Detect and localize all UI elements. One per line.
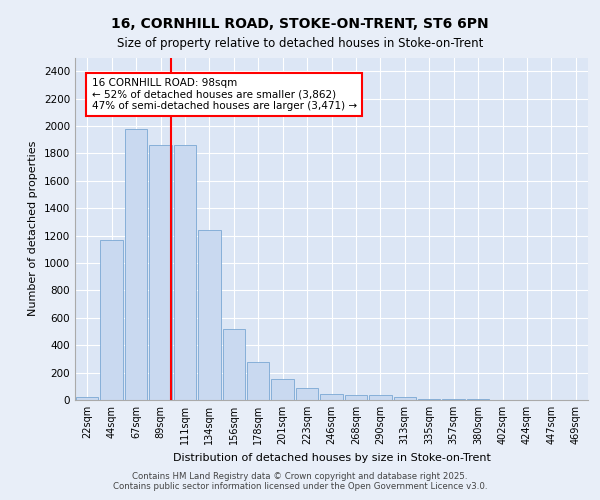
X-axis label: Distribution of detached houses by size in Stoke-on-Trent: Distribution of detached houses by size … xyxy=(173,452,490,462)
Bar xyxy=(173,145,196,400)
Bar xyxy=(247,362,269,400)
Bar xyxy=(125,128,148,400)
Bar xyxy=(149,145,172,400)
Bar xyxy=(418,399,440,400)
Text: Contains public sector information licensed under the Open Government Licence v3: Contains public sector information licen… xyxy=(113,482,487,491)
Y-axis label: Number of detached properties: Number of detached properties xyxy=(28,141,38,316)
Bar xyxy=(344,394,367,400)
Bar xyxy=(296,388,319,400)
Bar xyxy=(369,394,392,400)
Bar xyxy=(223,329,245,400)
Text: Contains HM Land Registry data © Crown copyright and database right 2025.: Contains HM Land Registry data © Crown c… xyxy=(132,472,468,481)
Bar xyxy=(394,398,416,400)
Text: Size of property relative to detached houses in Stoke-on-Trent: Size of property relative to detached ho… xyxy=(117,38,483,51)
Bar xyxy=(320,394,343,400)
Bar xyxy=(271,379,294,400)
Bar xyxy=(100,240,123,400)
Bar xyxy=(198,230,221,400)
Text: 16 CORNHILL ROAD: 98sqm
← 52% of detached houses are smaller (3,862)
47% of semi: 16 CORNHILL ROAD: 98sqm ← 52% of detache… xyxy=(92,78,357,111)
Text: 16, CORNHILL ROAD, STOKE-ON-TRENT, ST6 6PN: 16, CORNHILL ROAD, STOKE-ON-TRENT, ST6 6… xyxy=(111,18,489,32)
Bar xyxy=(76,396,98,400)
